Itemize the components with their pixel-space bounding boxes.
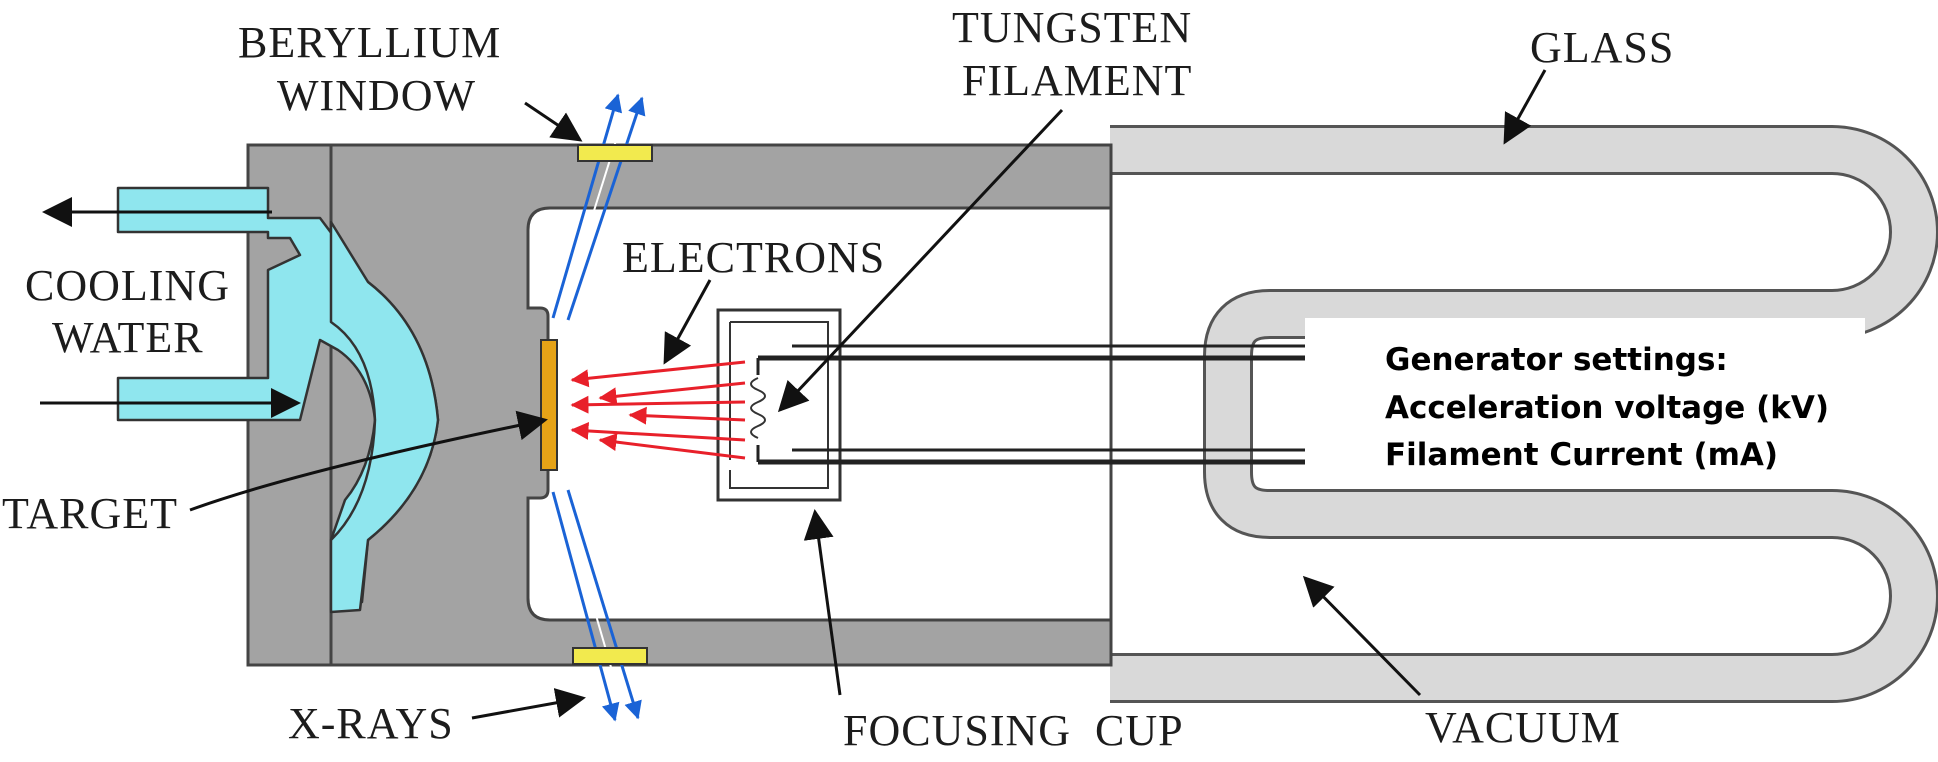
generator-settings-heading: Generator settings:	[1385, 342, 1728, 378]
label-target: TARGET	[2, 489, 178, 538]
filament-leads	[756, 344, 1305, 465]
label-electrons: ELECTRONS	[622, 233, 885, 282]
beryllium-window-bottom	[572, 647, 648, 665]
label-leader-lines	[189, 69, 1547, 720]
xray-beam-upper	[551, 93, 646, 321]
label-x-rays: X-RAYS	[288, 699, 454, 748]
generator-settings: Generator settings: Acceleration voltage…	[1305, 318, 1865, 488]
electron-beam	[570, 360, 746, 460]
xray-beams	[551, 93, 646, 722]
tungsten-filament-coil	[750, 377, 766, 439]
glass-envelope	[1110, 125, 1938, 703]
label-tungsten-filament-line1: TUNGSTEN	[952, 3, 1192, 52]
xray-beam-lower	[551, 489, 642, 722]
label-cooling-water-line1: COOLING	[25, 261, 230, 310]
label-cooling-water-line2: WATER	[52, 313, 204, 362]
target-anode	[540, 339, 558, 471]
label-beryllium-window-line2: WINDOW	[277, 71, 476, 120]
focusing-cup	[716, 308, 842, 502]
beryllium-window-top	[577, 144, 653, 162]
generator-settings-box	[1305, 318, 1865, 488]
generator-acceleration-voltage: Acceleration voltage (kV)	[1385, 390, 1829, 426]
label-focusing-cup: FOCUSING CUP	[843, 706, 1184, 755]
generator-filament-current: Filament Current (mA)	[1385, 437, 1778, 473]
label-tungsten-filament-line2: FILAMENT	[962, 56, 1192, 105]
cooling-water-channel	[40, 186, 440, 614]
label-glass: GLASS	[1530, 23, 1674, 72]
label-vacuum: VACUUM	[1425, 703, 1621, 752]
label-beryllium-window-line1: BERYLLIUM	[238, 18, 501, 67]
